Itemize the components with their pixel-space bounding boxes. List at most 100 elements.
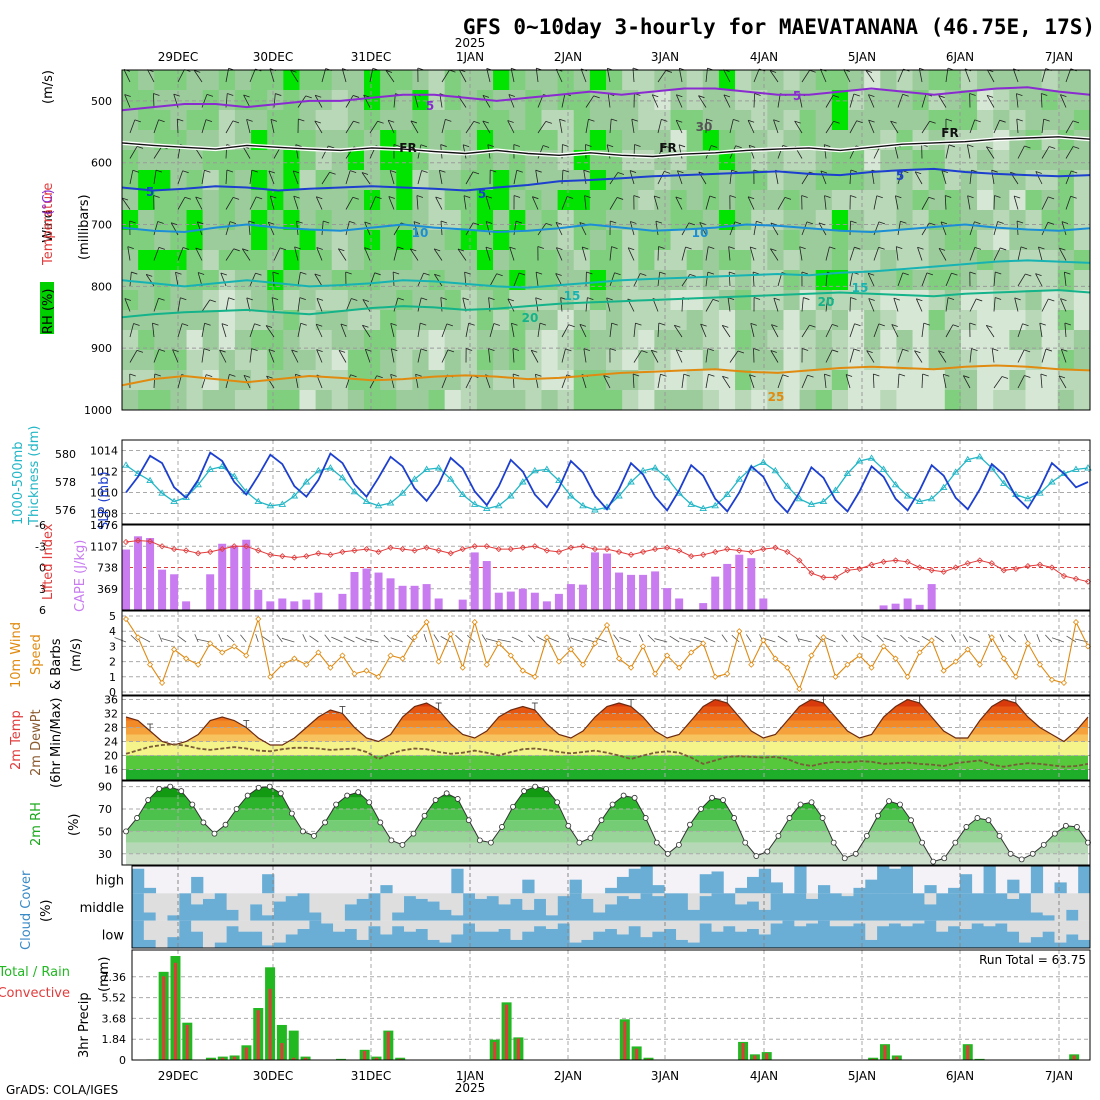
cloud-gap-middle [486, 893, 500, 897]
rh-cell [186, 310, 204, 331]
rh-cell [606, 70, 623, 91]
rh-cell [654, 310, 672, 331]
rh-cell [848, 70, 865, 91]
rh-cell [138, 330, 155, 351]
wind-barb-flag [507, 120, 514, 123]
cloud-cell-high [262, 874, 275, 894]
wind10m-point [1048, 676, 1055, 683]
wind-barb-flag [243, 374, 251, 378]
wind-barb-flag [585, 144, 592, 147]
wind-barb-flag [699, 222, 706, 225]
wind-barb-flag [633, 195, 640, 198]
wind-barb [633, 323, 636, 338]
li-point [844, 567, 851, 574]
rh-cell [702, 290, 720, 311]
thickness-point [350, 487, 359, 495]
precip-convective-bar [363, 1050, 367, 1060]
wind-barb-flag [854, 323, 861, 327]
cloud-cell-low [888, 923, 902, 948]
li-point [904, 558, 911, 565]
cloud-cell-middle [676, 893, 689, 921]
cloud-cell-low [368, 926, 381, 948]
wind-barb-flag [295, 144, 302, 148]
contour-label: 10 [412, 226, 429, 240]
thickness-point [519, 478, 527, 485]
cloud-gap-low [593, 920, 606, 932]
rh-cell [202, 130, 220, 151]
wind-barb-flag [255, 272, 262, 276]
rh-cell [1009, 150, 1026, 171]
rh-cell [670, 70, 688, 91]
wind-barb [225, 221, 231, 236]
wind-barb [897, 68, 904, 83]
rh-cell [702, 190, 720, 211]
li-point [832, 574, 839, 581]
rh-cell [170, 210, 188, 231]
cloud-gap-low [250, 920, 263, 932]
cloud-gap-low [676, 920, 689, 940]
slp-tick-label: 1008 [90, 508, 118, 521]
rh-cell [154, 250, 171, 271]
rh-tick-label: 70 [98, 803, 112, 816]
precip-convective-bar [304, 1057, 308, 1060]
cloud-gap-low [1019, 920, 1032, 943]
rh-cell [283, 370, 300, 391]
rh-cell [638, 70, 655, 91]
wind10m-barbs [114, 634, 1089, 643]
rh-cell [1025, 150, 1043, 171]
rh-cell [460, 70, 478, 91]
cloud-cell-middle [1066, 909, 1079, 921]
rh-cell [186, 350, 204, 371]
rh-cell [993, 90, 1010, 111]
rh-cell [767, 190, 784, 211]
rh-cell [993, 190, 1010, 211]
wind-barb [1040, 93, 1043, 108]
rh-cell [380, 330, 397, 351]
wind-barb-flag [807, 374, 814, 378]
wind10m-barb [240, 634, 247, 643]
li-point [736, 547, 743, 554]
rh-cell [202, 350, 220, 371]
wind-barb [729, 350, 739, 363]
precip-convective-bar [765, 1053, 769, 1060]
rh-cell [493, 270, 510, 291]
rh-cell [557, 310, 575, 331]
wind-barb [675, 196, 683, 210]
wind-barb-flag [976, 298, 983, 302]
wind-barb-flag [654, 195, 661, 199]
wind-barb-flag [271, 297, 279, 301]
rh2m-point [830, 839, 837, 846]
rh-cell [380, 350, 397, 371]
wind-barb-flag [1072, 120, 1080, 124]
rh2m-point [178, 788, 185, 794]
wind-barb [1038, 246, 1043, 261]
contour-label: 5 [896, 169, 904, 183]
rh-cell [509, 230, 526, 251]
cape-bar [554, 593, 563, 610]
wind-barb-flag [364, 247, 371, 250]
cloud-cell-middle [1007, 898, 1020, 921]
rh-cell [267, 70, 284, 91]
wind-barb-flag [1016, 118, 1023, 122]
wind-barb [508, 94, 515, 108]
wind-barb-flag [485, 195, 493, 199]
cloud-cell-middle [143, 912, 157, 921]
wind10m-point [1072, 619, 1080, 626]
rh-cell [831, 210, 849, 231]
wind10m-barb [582, 638, 596, 643]
wind10m-barb [547, 636, 560, 643]
wind-barb [753, 221, 757, 236]
wind10m-barb [365, 638, 379, 643]
wind-barb-flag [472, 222, 480, 226]
wind-barb [201, 170, 205, 185]
rh-cell [541, 230, 559, 251]
temp2m-grid [122, 696, 1090, 780]
wind-barb [632, 374, 635, 389]
rh-cell [218, 230, 236, 251]
li-point [784, 548, 791, 555]
wind-barb [865, 70, 875, 83]
rh-cell [993, 110, 1010, 131]
wind10m-point [567, 646, 574, 653]
rh-cell [638, 90, 655, 111]
